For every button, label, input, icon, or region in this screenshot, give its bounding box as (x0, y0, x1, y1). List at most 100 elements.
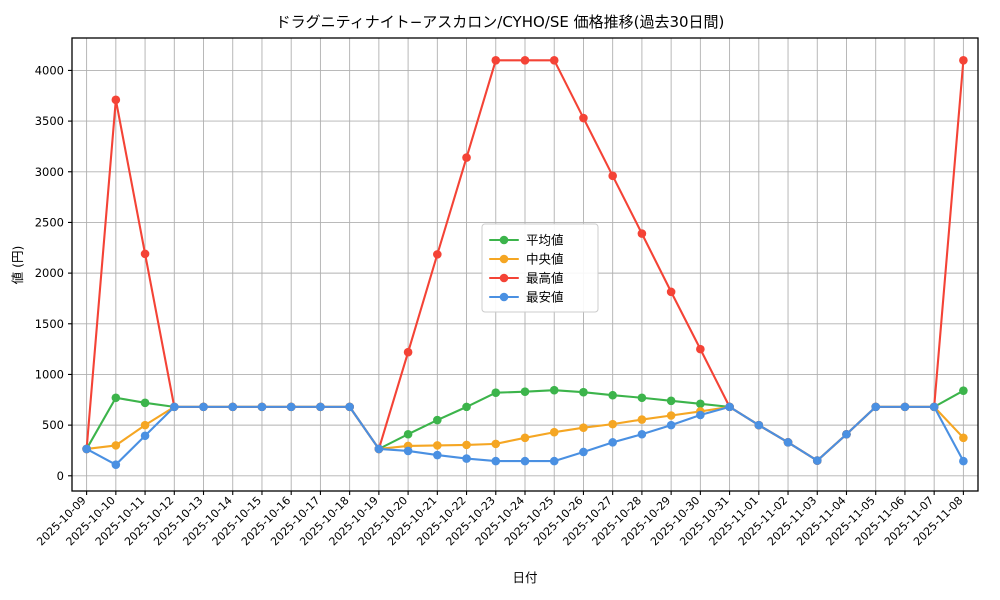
data-point (462, 454, 471, 463)
data-point (959, 433, 968, 443)
data-point (111, 460, 121, 469)
y-tick-label: 3500 (35, 114, 64, 128)
data-point (579, 113, 588, 123)
y-tick-label: 0 (57, 469, 64, 483)
y-tick-label: 2500 (35, 215, 64, 229)
data-point (549, 55, 559, 65)
y-tick-label: 500 (42, 418, 64, 432)
data-point (812, 456, 822, 465)
data-point (140, 431, 150, 441)
data-point (491, 439, 501, 449)
data-point (111, 441, 121, 450)
legend-item-1[interactable]: 中央値 (488, 252, 564, 267)
data-point (871, 402, 881, 412)
data-point (549, 427, 559, 437)
data-point (666, 411, 676, 420)
data-point (696, 410, 705, 420)
data-point (900, 402, 910, 412)
x-axis-label: 日付 (512, 570, 537, 585)
data-point (433, 250, 442, 259)
data-point (316, 402, 325, 412)
data-point (608, 438, 617, 447)
legend-background (481, 223, 599, 313)
data-point (929, 402, 939, 412)
data-point (520, 55, 530, 65)
data-point (491, 456, 501, 466)
series-3 (82, 402, 968, 469)
data-point (199, 402, 208, 412)
data-point (462, 153, 471, 162)
legend-marker (499, 235, 509, 245)
chart-title: ドラグニティナイト−アスカロン/CYHO/SE 価格推移(過去30日間) (276, 13, 725, 31)
data-point (608, 390, 617, 400)
data-point (637, 229, 647, 238)
data-point (754, 420, 764, 430)
legend-marker (499, 254, 509, 264)
data-point (959, 456, 968, 466)
data-point (959, 55, 968, 65)
plot-area-border (71, 37, 979, 492)
legend-label: 最高値 (526, 271, 564, 286)
y-tick-label: 1000 (35, 367, 64, 381)
data-point (637, 429, 647, 439)
data-point (433, 415, 442, 425)
data-point (111, 393, 121, 403)
legend-label: 中央値 (526, 252, 564, 267)
data-point (520, 456, 530, 466)
data-point (549, 456, 559, 466)
data-point (608, 171, 617, 181)
data-point (666, 287, 676, 297)
y-tick-label: 4000 (35, 63, 64, 77)
legend-item-2[interactable]: 最高値 (488, 271, 564, 286)
data-point (579, 387, 588, 397)
data-series (82, 55, 968, 469)
data-point (579, 423, 588, 432)
legend-marker (499, 273, 509, 283)
data-point (82, 444, 91, 454)
y-tick-label: 2000 (35, 266, 64, 280)
data-point (462, 402, 471, 412)
legend-item-0[interactable]: 平均値 (488, 233, 564, 248)
data-point (140, 420, 150, 430)
data-point (520, 433, 530, 443)
data-point (345, 402, 354, 412)
data-point (783, 438, 793, 447)
data-point (462, 440, 471, 450)
data-point (579, 447, 588, 457)
data-point (228, 402, 238, 412)
y-tick-label: 3000 (35, 165, 64, 179)
data-point (549, 385, 559, 395)
data-point (696, 344, 705, 354)
data-point (257, 402, 267, 412)
data-point (608, 419, 617, 429)
data-point (433, 441, 442, 450)
data-point (374, 444, 384, 454)
data-point (637, 393, 647, 403)
legend-marker (499, 292, 509, 302)
data-point (433, 450, 442, 460)
legend-label: 平均値 (526, 233, 564, 248)
data-point (725, 402, 734, 412)
data-point (403, 446, 413, 456)
legend-item-3[interactable]: 最安値 (488, 290, 564, 305)
data-point (111, 95, 121, 105)
data-point (491, 388, 501, 397)
data-point (140, 249, 150, 259)
data-point (169, 402, 179, 412)
data-point (286, 402, 296, 412)
data-point (959, 386, 968, 395)
data-point (666, 396, 676, 406)
data-point (403, 347, 413, 357)
legend-label: 最安値 (526, 290, 564, 305)
data-point (403, 429, 413, 439)
data-point (520, 387, 530, 396)
y-tick-label: 1500 (35, 317, 64, 331)
data-point (637, 415, 647, 424)
data-point (140, 398, 150, 408)
y-axis-ticks: 0 500 1000 1500 2000 2500 3000 3500 4000 (35, 63, 72, 483)
data-point (696, 399, 705, 409)
x-axis-ticks: 2025-10-092025-10-102025-10-112025-10-12… (34, 491, 966, 548)
